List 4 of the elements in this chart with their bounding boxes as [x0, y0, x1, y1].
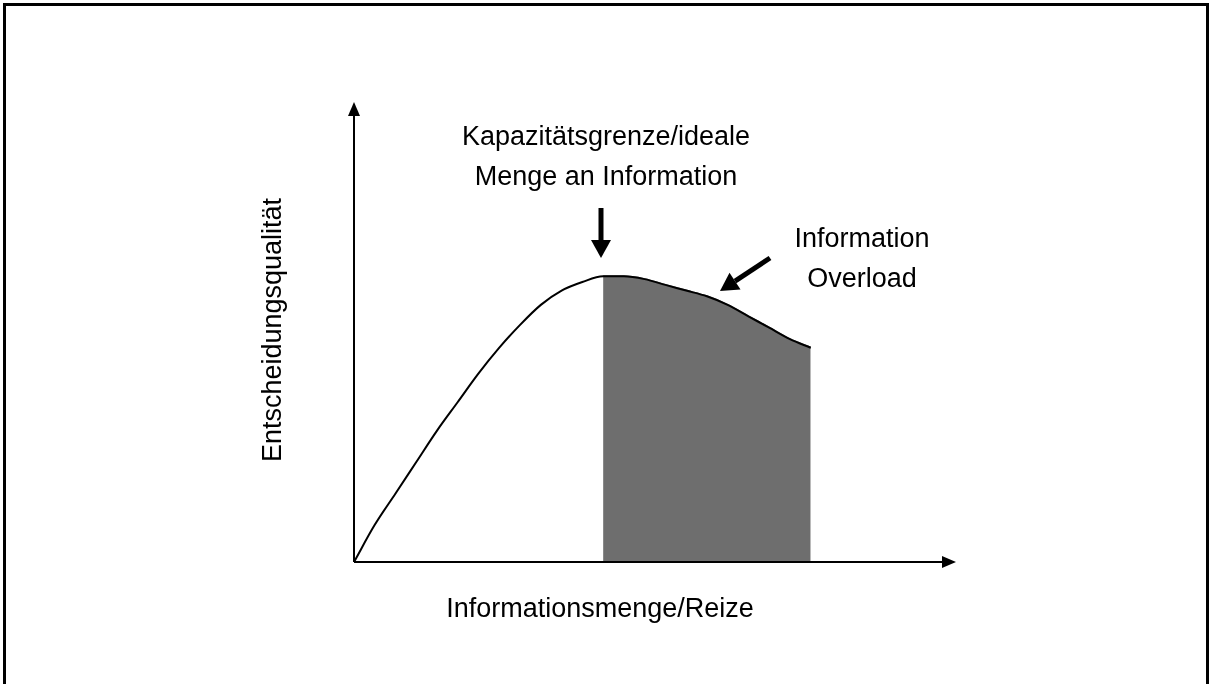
- annotation: Information Overload: [793, 222, 931, 295]
- y-axis-title: Entscheidungsqualität: [256, 197, 288, 463]
- text: Kapazitätsgrenze/ideale Menge an Information: [460, 120, 752, 193]
- x-axis-title: Informationsmenge/Reize: [446, 592, 754, 625]
